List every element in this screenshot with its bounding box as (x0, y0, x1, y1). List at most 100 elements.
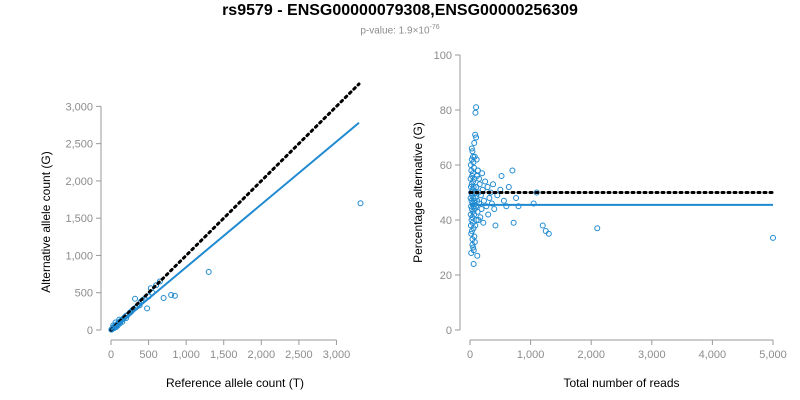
right-data-point (483, 203, 490, 210)
right-x-tick-label: 5,000 (759, 349, 787, 361)
right-data-point (513, 195, 520, 201)
right-data-point (479, 170, 486, 177)
right-data-point (482, 178, 489, 185)
right-data-point (470, 203, 477, 210)
right-data-point (486, 195, 493, 201)
figure-subtitle: p-value: 1.9×10-76 (0, 24, 800, 36)
left-x-tick-label: 500 (139, 349, 157, 361)
right-x-tick-label: 1,000 (517, 349, 545, 361)
right-data-point (470, 261, 477, 267)
right-data-point (472, 109, 479, 116)
right-data-point (468, 250, 475, 256)
pvalue-text: p-value: 1.9×10 (360, 25, 430, 37)
right-data-point (469, 148, 476, 155)
right-data-point (474, 208, 481, 215)
right-data-point (488, 200, 495, 207)
right-data-point (473, 134, 480, 141)
left-x-tick-label: 1,500 (210, 349, 238, 361)
right-data-point (491, 206, 498, 212)
right-data-point (474, 252, 481, 259)
right-x-tick-label: 0 (467, 349, 473, 361)
left-x-tick-label: 1,000 (172, 349, 200, 361)
right-data-point (594, 225, 601, 232)
left-data-point (132, 295, 139, 302)
left-data-point (168, 291, 175, 298)
right-data-point (476, 200, 483, 207)
right-x-axis-title: Total number of reads (563, 376, 679, 390)
right-data-point (542, 228, 549, 234)
right-data-point (475, 217, 482, 223)
right-data-point (498, 173, 505, 179)
right-data-point (545, 230, 552, 237)
left-y-axis-title: Alternative allele count (G) (39, 151, 53, 292)
right-x-tick-label: 3,000 (638, 349, 666, 361)
right-data-point (530, 200, 537, 207)
left-x-tick-label: 0 (108, 349, 114, 361)
left-y-tick-label: 1,000 (65, 250, 93, 262)
right-data-point (472, 131, 479, 138)
right-data-point (492, 222, 499, 229)
right-data-point (473, 104, 480, 111)
right-y-tick-label: 0 (446, 325, 452, 337)
pvalue-exponent: -76 (429, 24, 440, 31)
right-data-point (770, 234, 776, 241)
right-data-point (503, 203, 510, 210)
left-x-tick-label: 2,500 (285, 349, 313, 361)
left-data-point (160, 294, 167, 301)
right-data-point (471, 140, 478, 146)
left-data-point (205, 268, 212, 275)
left-x-tick-label: 3,000 (323, 349, 351, 361)
right-data-point (469, 241, 476, 248)
right-data-point (472, 222, 479, 229)
left-y-tick-label: 2,000 (65, 176, 93, 188)
left-data-point (171, 292, 178, 299)
left-data-point (357, 200, 364, 207)
right-data-point (478, 206, 485, 212)
right-data-point (476, 175, 483, 182)
right-data-point (471, 233, 478, 240)
right-data-point (476, 181, 483, 188)
right-data-point (539, 222, 546, 229)
right-data-point (469, 170, 476, 177)
right-y-tick-label: 20 (440, 270, 452, 282)
left-data-point (144, 305, 151, 312)
right-data-point (468, 145, 475, 152)
right-y-axis-title: Percentage alternative (G) (411, 122, 425, 263)
figure-title: rs9579 - ENSG00000079308,ENSG00000256309 (222, 2, 578, 19)
right-data-point (470, 184, 477, 190)
right-y-tick-label: 80 (440, 105, 452, 117)
right-data-point (470, 164, 477, 171)
right-data-point (490, 181, 497, 188)
right-data-point (510, 219, 517, 226)
right-data-point (484, 184, 491, 190)
right-data-point (474, 167, 481, 174)
right-x-tick-label: 2,000 (577, 349, 605, 361)
left-y-tick-label: 1,500 (65, 213, 93, 225)
left-y-tick-label: 2,500 (65, 139, 93, 151)
left-fit-line (110, 121, 360, 331)
plot-percentage-alternative: 0 1,000 2,000 3,000 4,000 5,000 0 20 40 60 80 100 To… (411, 50, 787, 390)
left-y-tick-label: 500 (75, 288, 93, 300)
right-data-point (515, 203, 522, 210)
left-data-point (153, 282, 160, 289)
right-data-point (509, 167, 516, 174)
left-data-point (156, 278, 163, 285)
right-data-point (470, 153, 477, 160)
right-y-tick-label: 40 (440, 215, 452, 227)
right-data-point (470, 244, 477, 251)
right-data-point (480, 197, 487, 204)
right-data-point (505, 184, 512, 190)
right-y-tick-label: 100 (434, 50, 452, 62)
right-data-point (480, 219, 487, 226)
right-x-tick-label: 4,000 (699, 349, 727, 361)
right-data-point (500, 197, 507, 204)
plot-allele-counts: 0 500 1,000 1,500 2,000 2,500 3,000 0 500 1,000 1,… (39, 82, 364, 390)
left-x-tick-label: 2,000 (248, 349, 276, 361)
right-data-point (470, 195, 477, 201)
left-y-tick-label: 3,000 (65, 101, 93, 113)
left-x-axis-title: Reference allele count (T) (166, 376, 304, 390)
right-data-point (485, 211, 492, 218)
left-reference-line (109, 82, 361, 332)
left-y-tick-label: 0 (87, 325, 93, 337)
